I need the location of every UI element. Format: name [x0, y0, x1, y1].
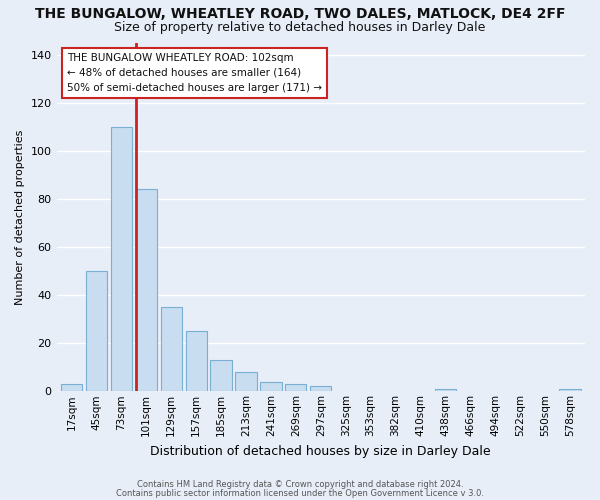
- Text: Contains public sector information licensed under the Open Government Licence v : Contains public sector information licen…: [116, 489, 484, 498]
- Bar: [211, 360, 232, 392]
- Bar: [185, 331, 207, 392]
- Bar: [435, 389, 456, 392]
- Bar: [61, 384, 82, 392]
- Text: THE BUNGALOW, WHEATLEY ROAD, TWO DALES, MATLOCK, DE4 2FF: THE BUNGALOW, WHEATLEY ROAD, TWO DALES, …: [35, 8, 565, 22]
- Text: Size of property relative to detached houses in Darley Dale: Size of property relative to detached ho…: [115, 21, 485, 34]
- X-axis label: Distribution of detached houses by size in Darley Dale: Distribution of detached houses by size …: [151, 444, 491, 458]
- Bar: [235, 372, 257, 392]
- Bar: [310, 386, 331, 392]
- Bar: [559, 389, 581, 392]
- Text: Contains HM Land Registry data © Crown copyright and database right 2024.: Contains HM Land Registry data © Crown c…: [137, 480, 463, 489]
- Bar: [111, 126, 132, 392]
- Y-axis label: Number of detached properties: Number of detached properties: [15, 129, 25, 304]
- Text: THE BUNGALOW WHEATLEY ROAD: 102sqm
← 48% of detached houses are smaller (164)
50: THE BUNGALOW WHEATLEY ROAD: 102sqm ← 48%…: [67, 53, 322, 92]
- Bar: [86, 271, 107, 392]
- Bar: [161, 307, 182, 392]
- Bar: [285, 384, 307, 392]
- Bar: [136, 189, 157, 392]
- Bar: [260, 382, 281, 392]
